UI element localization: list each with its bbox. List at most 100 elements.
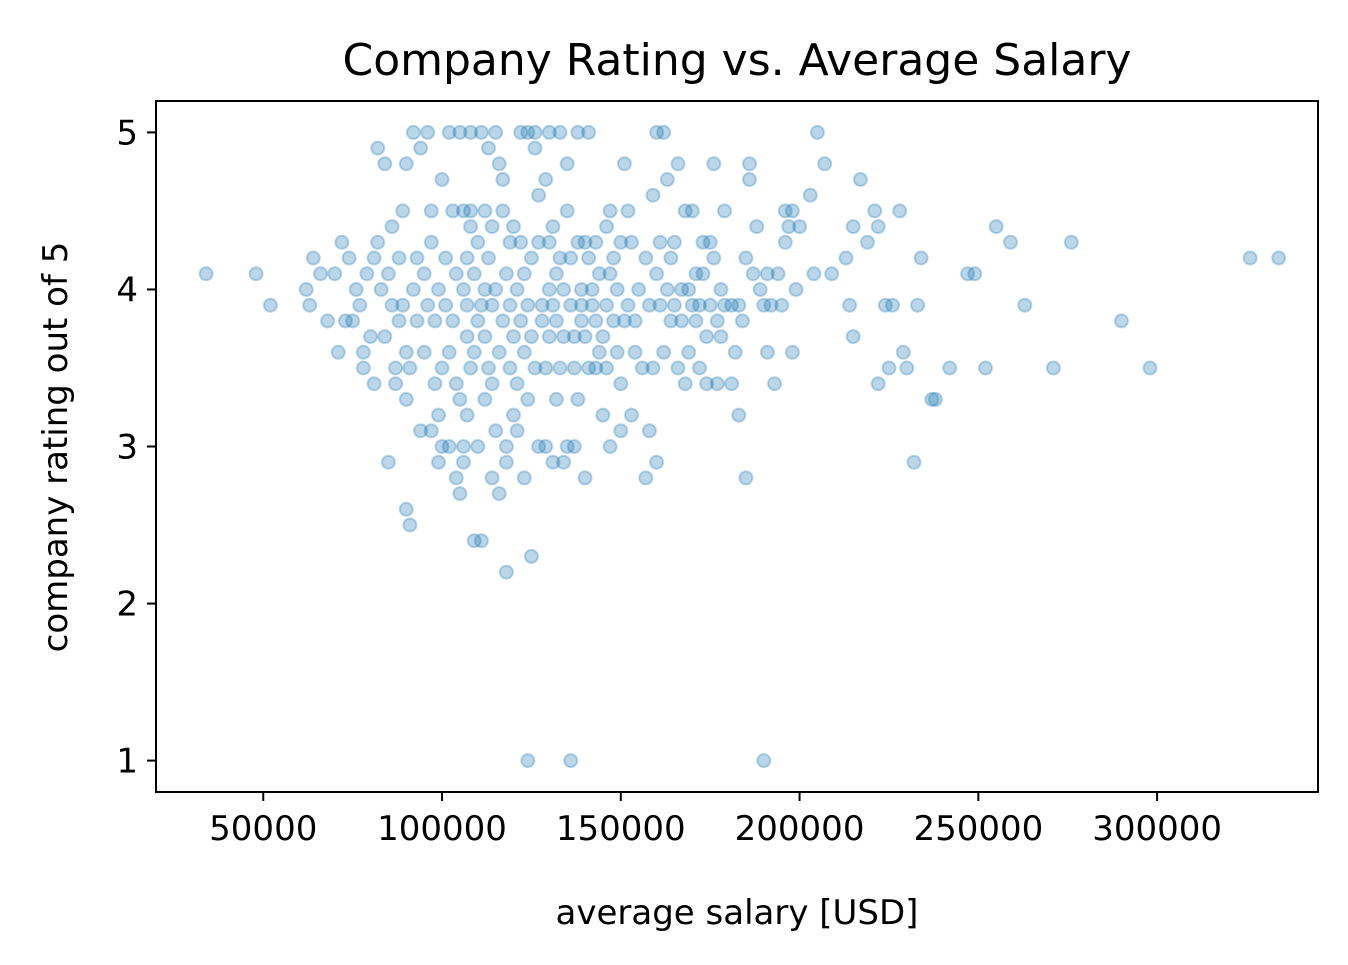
- data-point: [355, 344, 371, 360]
- data-point: [506, 407, 521, 423]
- data-point: [842, 297, 858, 313]
- data-point: [809, 124, 825, 140]
- data-point: [541, 282, 557, 297]
- data-point: [788, 282, 804, 297]
- data-point: [609, 282, 625, 297]
- x-axis-ticks: 50000 100000 150000 200000 250000 300000: [209, 792, 1222, 849]
- data-point: [688, 266, 704, 282]
- data-point: [824, 266, 840, 282]
- data-point: [852, 172, 868, 187]
- data-point: [531, 234, 547, 250]
- data-point: [431, 454, 446, 470]
- data-point: [599, 360, 614, 376]
- data-point: [713, 329, 729, 345]
- data-point: [645, 187, 661, 203]
- data-point: [627, 344, 643, 360]
- data-point: [570, 391, 586, 407]
- data-point: [473, 124, 489, 140]
- data-point: [438, 297, 454, 313]
- data-point: [624, 234, 639, 250]
- data-point: [942, 360, 958, 376]
- data-point: [638, 250, 654, 266]
- data-point: [606, 313, 622, 329]
- data-point: [759, 344, 775, 360]
- data-point: [695, 266, 711, 282]
- data-point: [606, 250, 622, 266]
- data-point: [534, 297, 550, 313]
- y-tick-label: 4: [116, 270, 138, 310]
- data-point: [355, 360, 371, 376]
- y-tick-label: 5: [116, 113, 138, 153]
- data-point: [470, 439, 486, 454]
- data-point: [784, 203, 800, 219]
- data-point: [559, 439, 575, 454]
- data-point: [359, 266, 375, 282]
- data-point: [513, 313, 529, 329]
- data-point: [724, 297, 740, 313]
- data-point: [491, 344, 507, 360]
- data-point: [481, 360, 496, 376]
- data-point: [599, 219, 614, 235]
- data-point: [1113, 313, 1129, 329]
- data-point: [448, 266, 464, 282]
- data-point: [262, 297, 278, 313]
- data-point: [631, 282, 647, 297]
- data-point: [320, 313, 336, 329]
- data-point: [398, 344, 414, 360]
- data-point: [477, 329, 493, 345]
- data-point: [531, 187, 547, 203]
- data-point: [463, 219, 479, 235]
- data-point: [484, 297, 500, 313]
- data-point: [752, 282, 768, 297]
- data-point: [448, 376, 464, 392]
- data-point: [645, 360, 661, 376]
- data-point: [481, 250, 496, 266]
- y-axis-ticks: 1 2 3 4 5: [116, 113, 156, 782]
- data-point: [666, 297, 682, 313]
- data-point: [609, 344, 625, 360]
- data-point: [613, 423, 629, 439]
- data-point: [466, 266, 482, 282]
- data-point: [302, 297, 318, 313]
- data-point: [742, 156, 757, 172]
- y-tick-label: 2: [116, 585, 138, 625]
- data-point: [538, 172, 554, 187]
- data-point: [577, 329, 593, 345]
- data-point: [477, 282, 493, 297]
- data-point: [363, 329, 378, 345]
- chart-title: Company Rating vs. Average Salary: [343, 35, 1132, 86]
- data-point: [702, 297, 718, 313]
- data-point: [734, 313, 750, 329]
- data-point: [759, 266, 775, 282]
- data-point: [441, 344, 457, 360]
- data-point: [305, 250, 321, 266]
- data-point: [674, 282, 690, 297]
- data-point: [566, 360, 582, 376]
- data-point: [1242, 250, 1258, 266]
- data-point: [198, 266, 214, 282]
- data-point: [581, 250, 597, 266]
- data-point: [845, 329, 861, 345]
- data-point: [624, 407, 639, 423]
- data-point: [366, 250, 382, 266]
- data-point: [713, 282, 729, 297]
- data-point: [459, 407, 475, 423]
- data-point: [724, 376, 740, 392]
- data-point: [674, 313, 690, 329]
- data-point: [745, 266, 761, 282]
- data-point: [913, 250, 929, 266]
- data-point: [641, 423, 657, 439]
- data-point: [248, 266, 264, 282]
- data-point: [488, 423, 504, 439]
- data-point: [298, 282, 314, 297]
- data-point: [477, 203, 493, 219]
- data-point: [563, 753, 579, 769]
- data-point: [348, 282, 364, 297]
- x-tick-label: 150000: [556, 809, 686, 849]
- data-point: [574, 282, 589, 297]
- data-point: [438, 250, 454, 266]
- data-point: [688, 313, 704, 329]
- data-point: [860, 234, 875, 250]
- data-point: [473, 297, 489, 313]
